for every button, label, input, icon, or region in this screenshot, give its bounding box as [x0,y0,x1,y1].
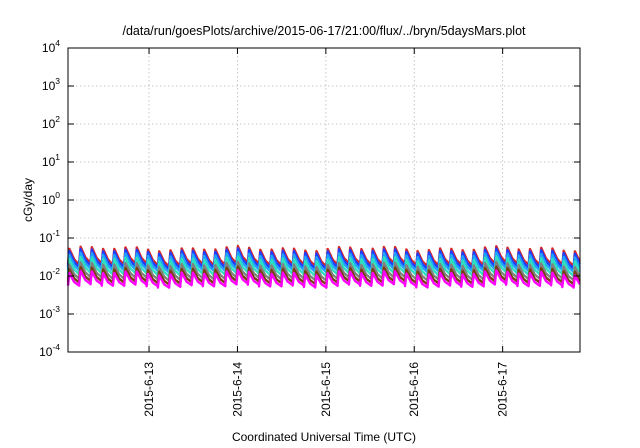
x-axis-label: Coordinated Universal Time (UTC) [232,430,416,444]
x-tick-label: 2015-6-14 [230,362,244,417]
x-tick-label: 2015-6-13 [142,362,156,417]
x-tick-label: 2015-6-17 [496,362,510,417]
y-tick-label: 100 [42,190,60,207]
x-axis: 2015-6-13 2015-6-14 2015-6-15 2015-6-16 2015… [142,48,510,417]
y-tick-label: 10-3 [39,304,60,321]
x-tick-label: 2015-6-15 [319,362,333,417]
y-tick-label: 10-4 [39,342,60,359]
y-axis: 10-4 10-3 10-2 10-1 100 101 102 103 104 [39,38,580,359]
y-tick-label: 10-1 [39,228,60,245]
grid [68,48,580,352]
chart-title: /data/run/goesPlots/archive/2015-06-17/2… [122,24,526,38]
series-group [66,244,581,289]
series-line-7 [66,269,581,289]
y-tick-label: 101 [42,152,60,169]
y-tick-label: 10-2 [39,266,60,283]
y-tick-label: 104 [42,38,60,55]
y-tick-label: 103 [42,76,60,93]
y-axis-label: cGy/day [21,178,35,222]
x-tick-label: 2015-6-16 [407,362,421,417]
y-tick-label: 102 [42,114,60,131]
